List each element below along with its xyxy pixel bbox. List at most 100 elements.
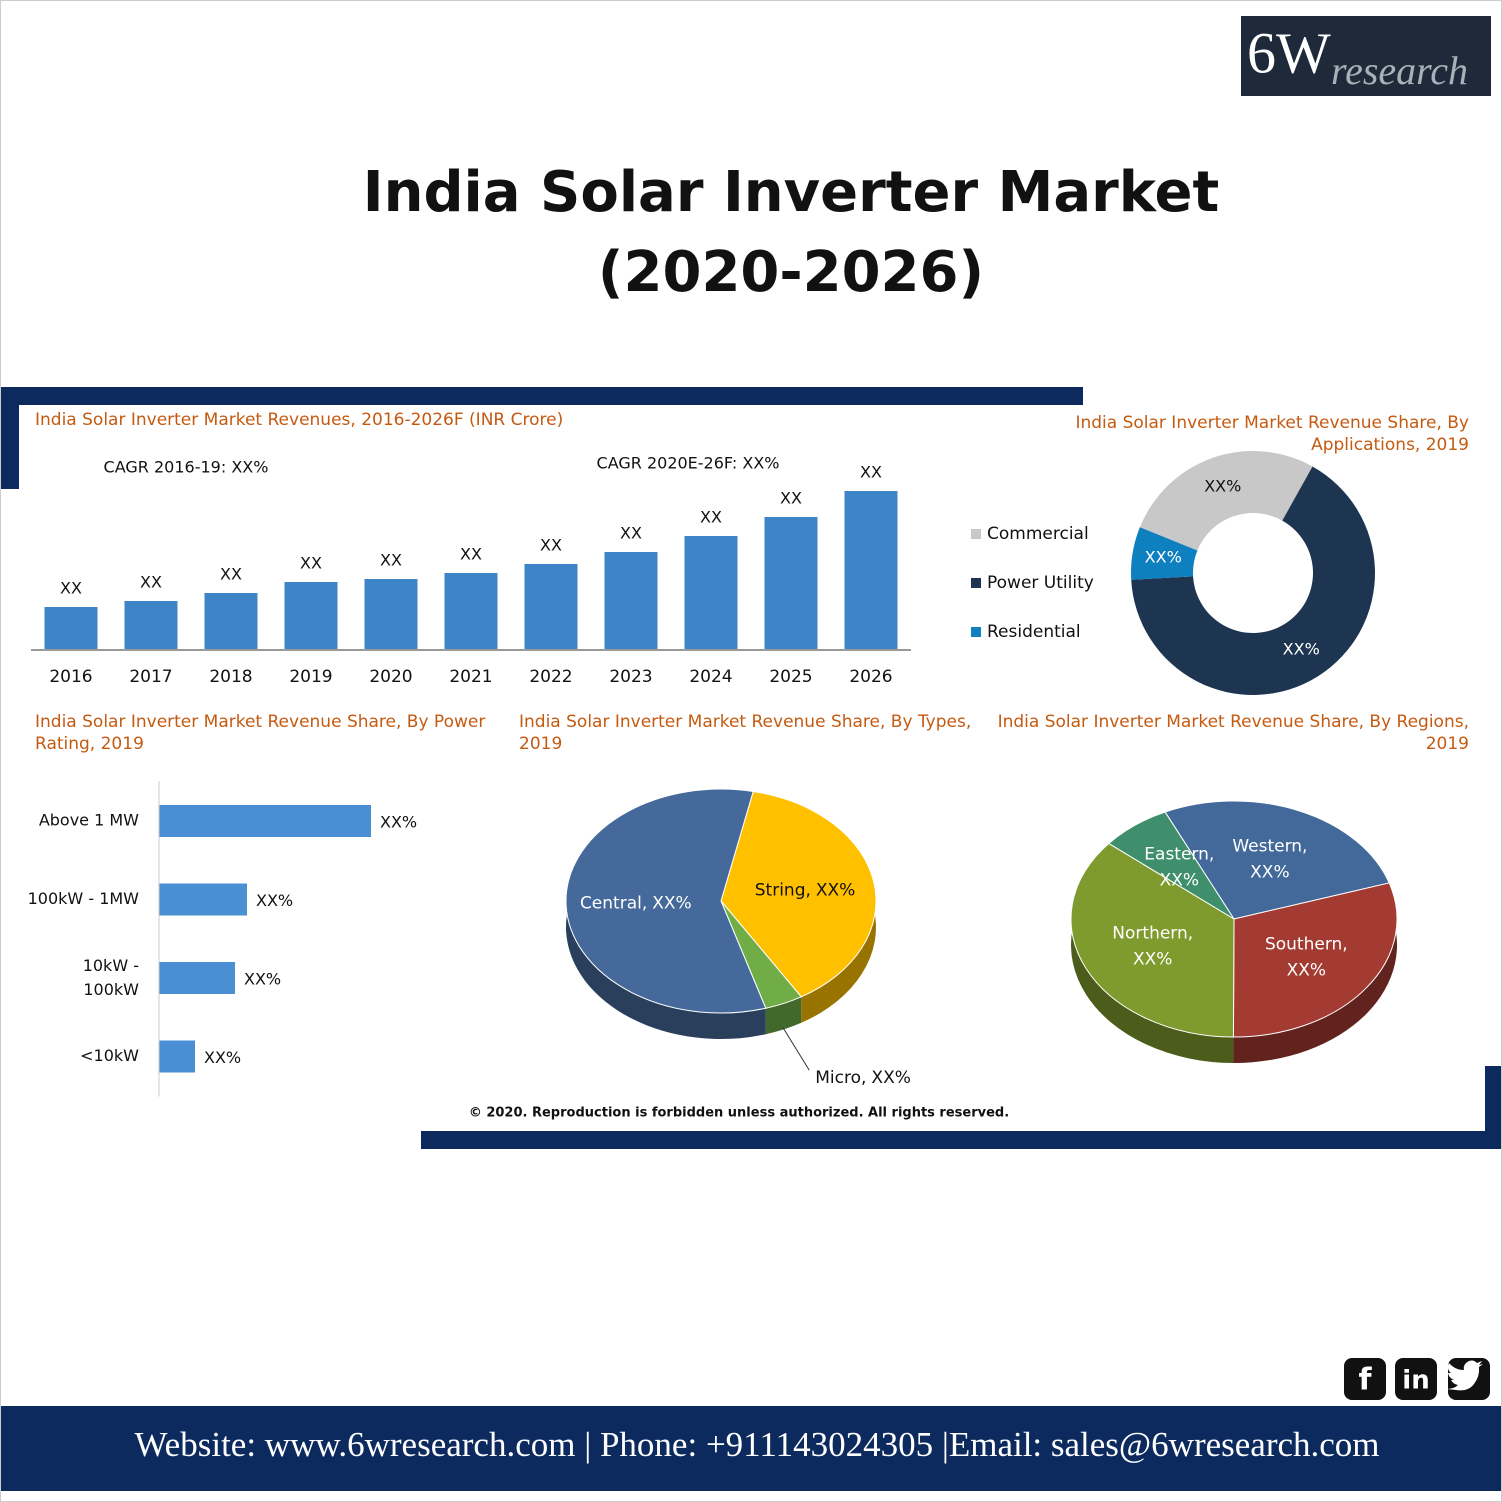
y-tick-label: 100kW - 1MW xyxy=(28,889,140,908)
category-label: Micro, xyxy=(815,1068,866,1088)
bar xyxy=(204,593,258,649)
x-tick-label: 2023 xyxy=(609,667,652,687)
value-label: XX% xyxy=(1133,949,1172,969)
twitter-icon[interactable] xyxy=(1446,1360,1483,1391)
data-label: XX% xyxy=(1204,477,1241,496)
legend-label: Commercial xyxy=(987,524,1089,544)
value-label: XX% xyxy=(1160,871,1199,891)
copyright: © 2020. Reproduction is forbidden unless… xyxy=(469,1106,1009,1121)
bar xyxy=(764,517,818,649)
bar xyxy=(159,962,235,994)
y-tick-label: Above 1 MW xyxy=(39,811,139,830)
facebook-icon[interactable] xyxy=(1344,1358,1386,1400)
x-tick-label: 2026 xyxy=(849,667,892,687)
data-label: XX% xyxy=(204,1048,241,1067)
value-label: XX% xyxy=(816,881,855,901)
pie-slice xyxy=(720,790,877,998)
bar xyxy=(444,573,498,649)
data-label: XX xyxy=(700,508,722,527)
data-label: XX xyxy=(620,524,642,543)
page-title: India Solar Inverter Market xyxy=(363,160,1219,225)
data-label: XX xyxy=(220,565,242,584)
data-label: XX xyxy=(540,536,562,555)
annotation: CAGR 2016-19: XX% xyxy=(104,458,269,477)
data-label: XX% xyxy=(380,813,417,832)
legend-label: Residential xyxy=(987,622,1081,642)
linkedin-icon[interactable]: in xyxy=(1402,1366,1429,1396)
chart-title: India Solar Inverter Market Revenue Shar… xyxy=(35,712,486,754)
footer-contact: Website: www.6wresearch.com | Phone: +91… xyxy=(134,1425,1379,1464)
facebook-icon[interactable]: f xyxy=(1358,1363,1372,1398)
bar xyxy=(364,579,418,649)
pie-slice xyxy=(1232,882,1398,1038)
logo-mark: 6W xyxy=(1247,20,1331,85)
frame xyxy=(1,387,19,489)
linkedin-icon[interactable] xyxy=(1395,1358,1437,1400)
legend-label: Power Utility xyxy=(987,573,1094,593)
legend-swatch xyxy=(971,627,981,637)
x-tick-label: 2021 xyxy=(449,667,492,687)
bar xyxy=(159,805,371,837)
data-label: XX% xyxy=(1283,640,1320,659)
bar xyxy=(684,536,738,649)
x-tick-label: 2025 xyxy=(769,667,812,687)
value-label: XX% xyxy=(652,894,691,914)
data-label: XX xyxy=(380,551,402,570)
category-label: Western, xyxy=(1232,837,1307,857)
value-label: XX% xyxy=(871,1068,910,1088)
category-label: Eastern, xyxy=(1144,845,1214,865)
data-label: XX xyxy=(140,573,162,592)
leader-line xyxy=(782,1027,810,1071)
bar xyxy=(159,883,247,916)
x-tick-label: 2022 xyxy=(529,667,572,687)
legend-swatch xyxy=(971,578,981,588)
category-label: Northern, xyxy=(1112,923,1193,943)
footer-band xyxy=(1,1406,1501,1491)
bar xyxy=(44,607,98,649)
pie-slice xyxy=(1164,800,1390,920)
x-tick-label: 2017 xyxy=(129,667,172,687)
chart-title: India Solar Inverter Market Revenue Shar… xyxy=(997,712,1469,754)
frame xyxy=(1485,1066,1501,1149)
bar xyxy=(124,601,178,649)
x-tick-label: 2020 xyxy=(369,667,412,687)
bar xyxy=(844,491,898,649)
data-label: XX xyxy=(460,545,482,564)
chart-title: India Solar Inverter Market Revenue Shar… xyxy=(1075,413,1469,455)
y-tick-label: <10kW xyxy=(80,1046,139,1065)
bar xyxy=(604,552,658,649)
data-label: XX% xyxy=(1145,548,1182,567)
pie-slice xyxy=(565,788,767,1014)
value-label: XX% xyxy=(1287,960,1326,980)
x-tick-label: 2019 xyxy=(289,667,332,687)
category-label: String, xyxy=(755,881,811,901)
donut-slice xyxy=(1130,527,1198,580)
data-label: Western, XX% xyxy=(1232,837,1307,883)
value-label: XX% xyxy=(1250,863,1289,883)
category-label: Southern, xyxy=(1265,934,1348,954)
chart-title: India Solar Inverter Market Revenue Shar… xyxy=(519,712,972,754)
data-label: String, XX% xyxy=(755,881,856,901)
data-label: Central, XX% xyxy=(580,894,692,914)
annotation: CAGR 2020E-26F: XX% xyxy=(597,454,780,473)
frame xyxy=(1,387,1083,405)
y-tick-label: 10kW - 100kW xyxy=(83,956,139,999)
data-label: XX xyxy=(780,489,802,508)
pie-side xyxy=(1070,843,1234,1063)
pie-slice xyxy=(1070,842,1235,1038)
data-label: Southern, XX% xyxy=(1265,934,1348,980)
data-label: XX xyxy=(60,579,82,598)
page-title: (2020-2026) xyxy=(598,240,984,305)
data-label: XX% xyxy=(244,970,281,989)
donut-slice xyxy=(1131,466,1375,695)
pie-side xyxy=(1233,882,1397,1063)
y-tick-label-line: 100kW xyxy=(83,980,139,999)
data-label: Northern, XX% xyxy=(1112,923,1193,969)
logo-box xyxy=(1241,16,1491,96)
logo-text: research xyxy=(1331,48,1468,93)
data-label: XX xyxy=(300,554,322,573)
donut-slice xyxy=(1139,450,1313,551)
legend-swatch xyxy=(971,529,981,539)
x-tick-label: 2018 xyxy=(209,667,252,687)
